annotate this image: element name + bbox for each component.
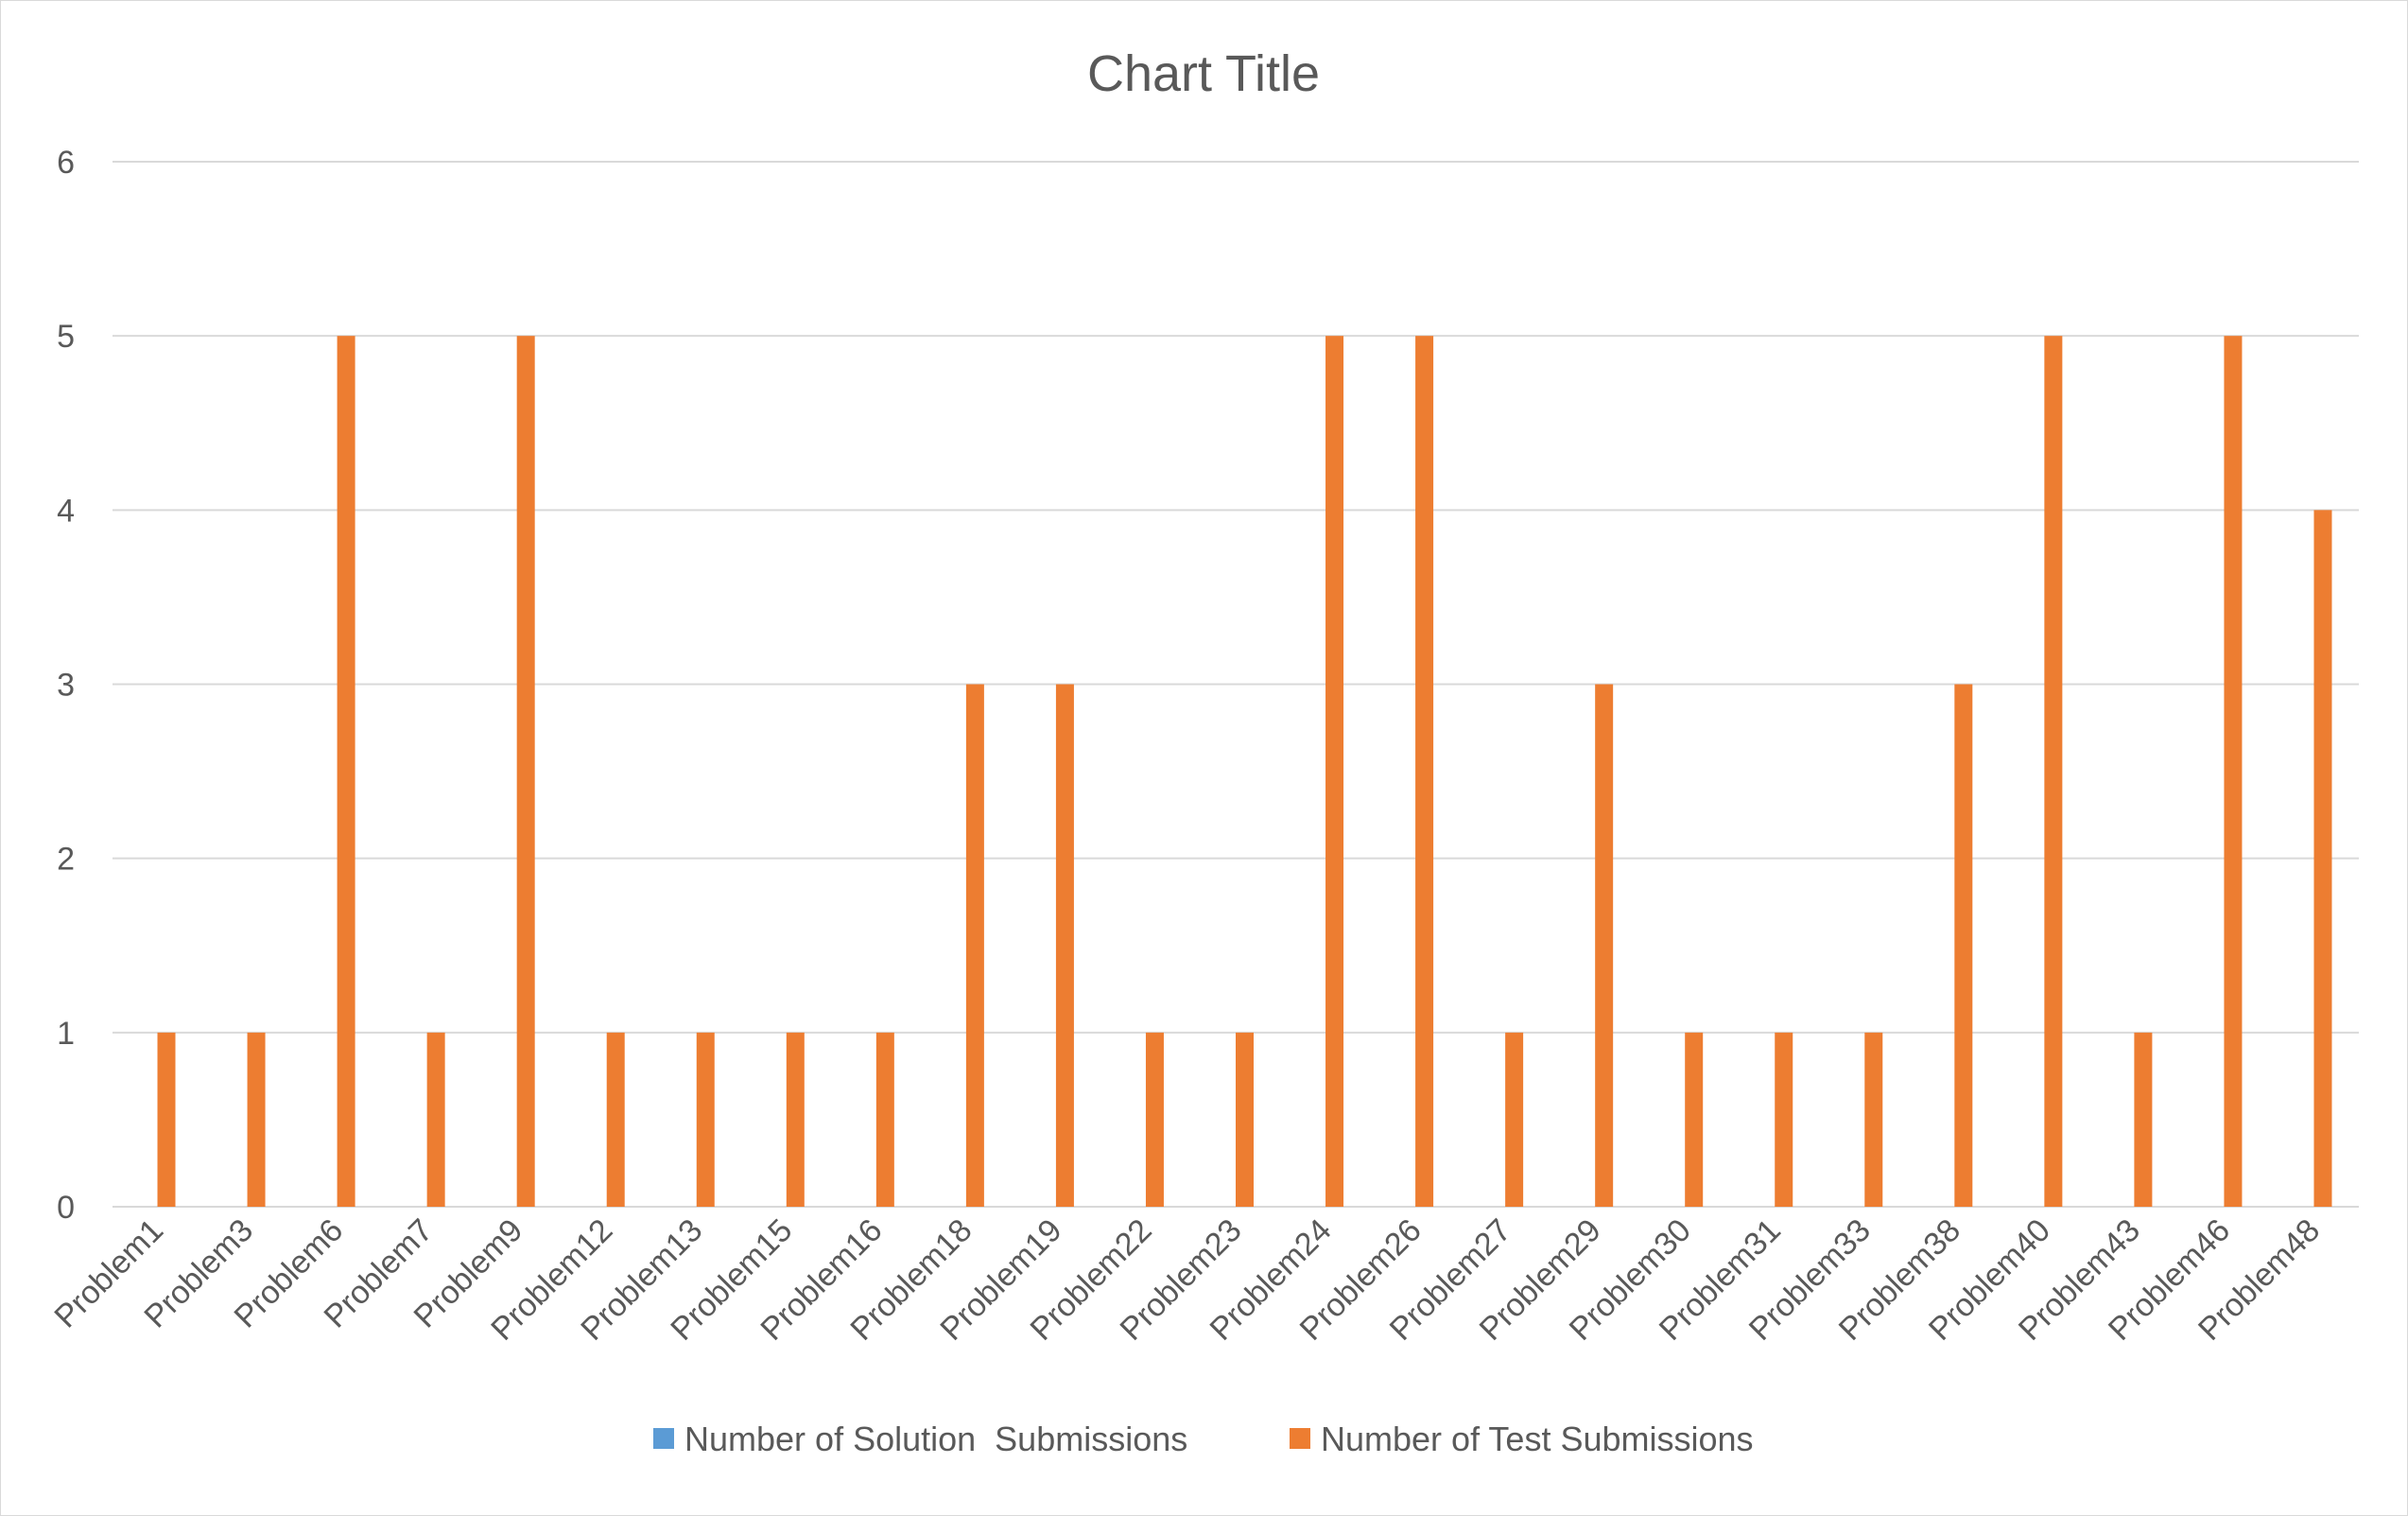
bar-test — [157, 1032, 176, 1207]
bar-test — [1864, 1032, 1883, 1207]
x-axis-ticks: Problem1Problem3Problem6Problem7Problem9… — [47, 1212, 2327, 1348]
bar-test — [1055, 684, 1074, 1207]
bar-test — [2313, 510, 2332, 1207]
bar-test — [1415, 336, 1434, 1208]
bar-test — [2224, 336, 2243, 1208]
bar-test — [1325, 336, 1344, 1208]
bar-test — [337, 336, 355, 1208]
bar-test — [2044, 336, 2063, 1208]
legend-label: Number of Solution Submissions — [684, 1420, 1187, 1458]
bar-test — [1236, 1032, 1254, 1207]
bar-test — [247, 1032, 266, 1207]
y-tick-label: 6 — [57, 145, 75, 181]
legend: Number of Solution Submissions Number of … — [653, 1420, 1754, 1458]
legend-swatch — [653, 1428, 674, 1449]
bar-test — [696, 1032, 715, 1207]
bar-test — [965, 684, 984, 1207]
bar-test — [426, 1032, 445, 1207]
gridlines — [113, 161, 2359, 1208]
y-tick-label: 3 — [57, 668, 75, 704]
bars — [157, 336, 2332, 1208]
bar-test — [516, 336, 535, 1208]
bar-test — [1954, 684, 1973, 1207]
legend-label: Number of Test Submissions — [1321, 1420, 1754, 1458]
chart-title: Chart Title — [1087, 45, 1320, 102]
y-tick-label: 5 — [57, 319, 75, 355]
bar-test — [1505, 1032, 1524, 1207]
bar-test — [875, 1032, 894, 1207]
legend-swatch — [1290, 1428, 1310, 1449]
y-tick-label: 0 — [57, 1190, 75, 1226]
y-tick-label: 4 — [57, 493, 75, 529]
bar-test — [606, 1032, 625, 1207]
y-tick-label: 1 — [57, 1016, 75, 1052]
bar-test — [1145, 1032, 1164, 1207]
bar-test — [1685, 1032, 1704, 1207]
bar-test — [1595, 684, 1614, 1207]
bar-test — [2134, 1032, 2153, 1207]
y-axis-ticks: 0 1 2 3 4 5 6 — [57, 145, 75, 1226]
y-tick-label: 2 — [57, 842, 75, 878]
bar-test — [786, 1032, 805, 1207]
bar-test — [1775, 1032, 1793, 1207]
